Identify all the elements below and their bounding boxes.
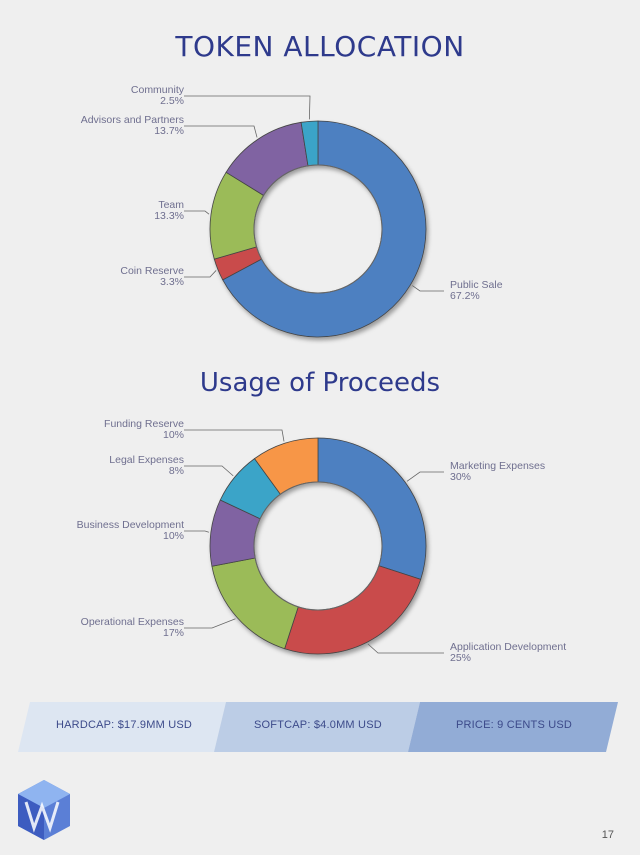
- leader-line-team: [184, 210, 210, 215]
- pct-coin-reserve: 3.3%: [160, 276, 184, 288]
- pct-funding-reserve: 10%: [163, 429, 184, 441]
- leader-line-community: [184, 95, 311, 120]
- label-advisors-and-partners: Advisors and Partners: [81, 114, 184, 126]
- pct-team: 13.3%: [154, 210, 184, 222]
- usage-of-proceeds-title: Usage of Proceeds: [199, 368, 441, 398]
- pct-marketing-expenses: 30%: [450, 471, 471, 483]
- slice-operational-expenses: [211, 557, 299, 650]
- leader-line-marketing-expenses: [406, 471, 444, 482]
- company-logo-icon: [18, 780, 70, 840]
- pct-application-development: 25%: [450, 652, 471, 664]
- label-public-sale: Public Sale: [450, 279, 503, 291]
- label-application-development: Application Development: [450, 641, 566, 653]
- pct-public-sale: 67.2%: [450, 290, 480, 302]
- price-segment: [408, 702, 618, 752]
- slice-marketing-expenses: [317, 437, 427, 580]
- label-business-development: Business Development: [77, 519, 184, 531]
- leader-line-advisors-and-partners: [184, 125, 258, 138]
- hardcap-segment: [18, 702, 226, 752]
- leader-line-application-development: [367, 643, 444, 654]
- pct-legal-expenses: 8%: [169, 465, 184, 477]
- label-operational-expenses: Operational Expenses: [81, 616, 184, 628]
- label-coin-reserve: Coin Reserve: [120, 265, 184, 277]
- label-legal-expenses: Legal Expenses: [109, 454, 184, 466]
- label-marketing-expenses: Marketing Expenses: [450, 460, 545, 472]
- hardcap-label: HARDCAP: $17.9MM USD: [56, 719, 193, 731]
- funding-banner: [18, 702, 618, 752]
- pct-advisors-and-partners: 13.7%: [154, 125, 184, 137]
- leader-line-legal-expenses: [184, 465, 234, 477]
- softcap-segment: [214, 702, 420, 752]
- pct-community: 2.5%: [160, 95, 184, 107]
- leader-line-operational-expenses: [184, 618, 236, 629]
- label-team: Team: [158, 199, 184, 211]
- leader-line-public-sale: [412, 285, 444, 292]
- leader-line-funding-reserve: [184, 429, 285, 442]
- leader-line-coin-reserve: [184, 270, 217, 278]
- pct-business-development: 10%: [163, 530, 184, 542]
- page-number: 17: [601, 829, 614, 841]
- slice-application-development: [284, 565, 422, 655]
- pct-operational-expenses: 17%: [163, 627, 184, 639]
- leader-line-business-development: [184, 530, 209, 533]
- token-allocation-title: TOKEN ALLOCATION: [175, 30, 465, 63]
- label-funding-reserve: Funding Reserve: [104, 418, 184, 430]
- label-community: Community: [131, 84, 185, 96]
- softcap-label: SOFTCAP: $4.0MM USD: [254, 719, 382, 731]
- price-label: PRICE: 9 CENTS USD: [456, 719, 573, 731]
